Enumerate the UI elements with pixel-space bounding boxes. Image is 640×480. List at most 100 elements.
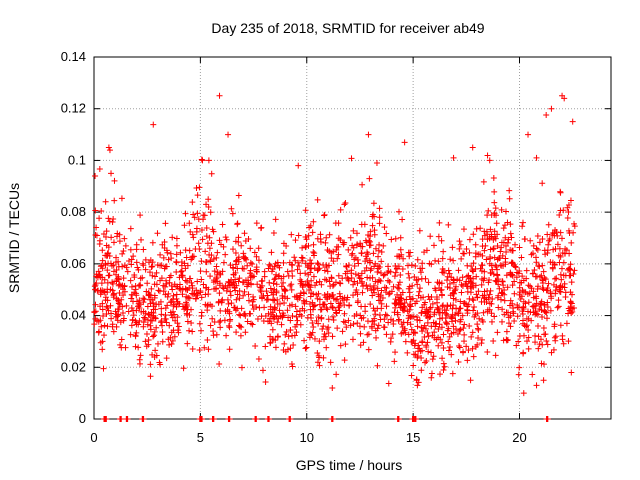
data-point [444,302,451,309]
data-point [155,301,162,308]
data-point [353,311,360,318]
data-point [294,317,301,324]
data-point [377,316,384,323]
data-point [314,359,321,366]
data-point [412,340,419,347]
data-point [460,325,467,332]
data-point [337,206,344,213]
data-point [444,327,451,334]
data-point [109,321,116,328]
data-point [255,257,262,264]
data-point [542,308,549,315]
data-point [123,302,130,309]
data-point [102,198,109,205]
data-point [547,307,554,314]
data-point [391,358,398,365]
data-point [528,317,535,324]
data-point [321,212,328,219]
data-point [327,300,334,307]
data-points [91,92,578,422]
data-point [543,315,550,322]
data-point [335,220,342,227]
data-point [358,270,365,277]
data-point [381,271,388,278]
data-point [493,277,500,284]
data-point [157,277,164,284]
data-point [271,306,278,313]
data-point [479,292,486,299]
data-point [448,314,455,321]
data-point [414,323,421,330]
data-point [168,312,175,319]
data-point [532,339,539,346]
data-point [182,277,189,284]
data-point [340,318,347,325]
data-point [555,252,562,259]
data-point [557,229,564,236]
data-point [506,187,513,194]
data-point [352,271,359,278]
data-point [151,328,158,335]
data-point [278,283,285,290]
data-point [190,211,197,218]
data-point [428,370,435,377]
x-tick-label: 20 [512,430,526,445]
data-point [357,240,364,247]
data-point [92,282,99,289]
data-point [159,328,166,335]
data-point [560,340,567,347]
data-point [244,283,251,290]
data-point-outlier [295,162,302,169]
data-point [117,341,124,348]
data-point [111,177,118,184]
data-point [399,324,406,331]
data-point [334,255,341,262]
data-point [295,232,302,239]
data-point [432,257,439,264]
data-point [405,331,412,338]
data-point [234,291,241,298]
data-point [321,331,328,338]
data-point [464,283,471,290]
data-point [395,317,402,324]
data-point [137,360,144,367]
data-point [492,352,499,359]
data-point [240,253,247,260]
data-point [378,248,385,255]
data-point-outlier [525,131,532,138]
data-point [414,281,421,288]
data-point [225,278,232,285]
data-point [534,246,541,253]
data-point [482,242,489,249]
data-point [385,277,392,284]
data-point [150,306,157,313]
data-point-outlier [105,144,112,151]
data-point [509,282,516,289]
data-point-outlier [548,105,555,112]
data-point [135,321,142,328]
data-point [566,307,573,314]
data-point [426,260,433,267]
data-point [315,290,322,297]
data-point [557,284,564,291]
data-point [241,288,248,295]
data-point [101,322,108,329]
data-point [287,282,294,289]
data-point [244,318,251,325]
data-point [206,234,213,241]
data-point [152,273,158,280]
data-point [432,323,439,330]
data-point [247,267,254,274]
data-point [329,313,336,320]
data-point [348,270,355,277]
data-point [171,333,178,340]
data-point [228,300,235,307]
data-point [293,329,300,336]
data-point [136,297,143,304]
data-point [408,372,415,379]
data-point [225,300,232,307]
data-point [240,292,247,299]
data-point [290,342,297,349]
x-tick-label: 0 [90,430,97,445]
data-point [551,334,558,341]
